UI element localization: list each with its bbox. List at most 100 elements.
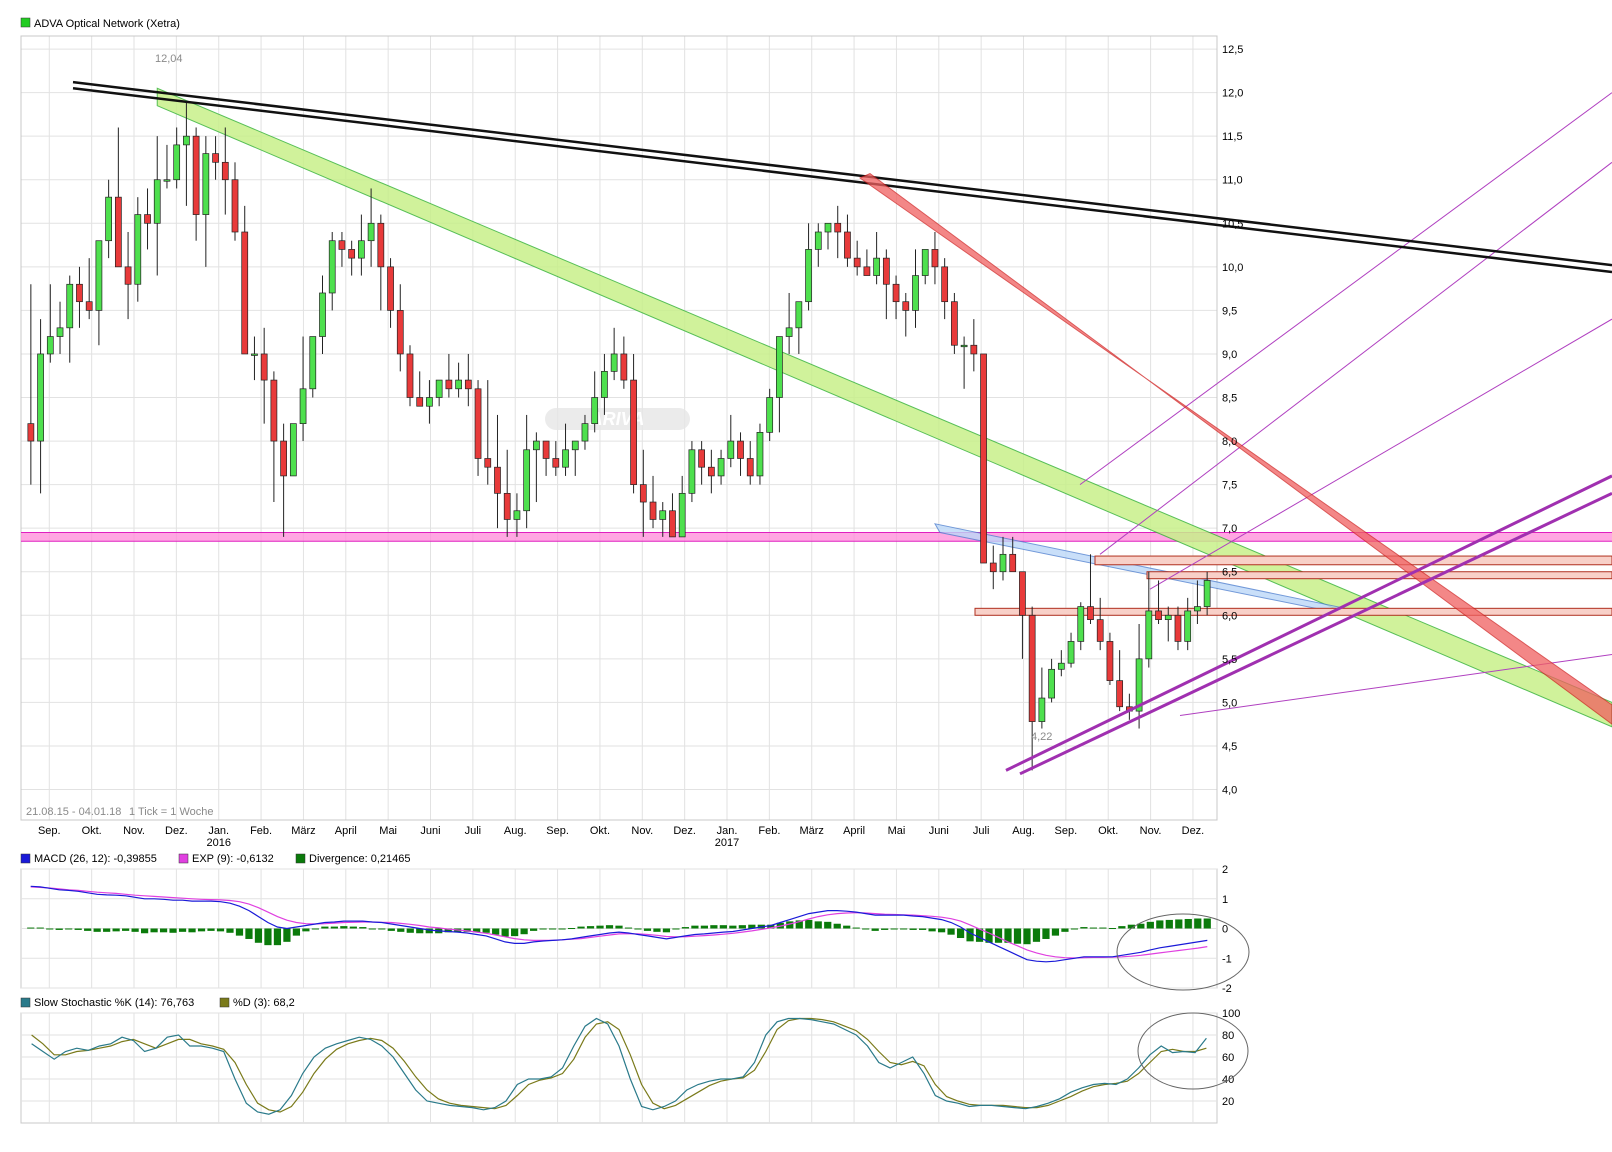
candle-body bbox=[639, 484, 647, 503]
divergence-bar bbox=[416, 928, 424, 934]
divergence-bar bbox=[74, 928, 82, 930]
candle-body bbox=[892, 283, 900, 303]
low-label: 4,22 bbox=[1031, 731, 1052, 743]
candle-body bbox=[134, 214, 142, 285]
stoch-k-line bbox=[31, 1017, 1207, 1115]
candle-body bbox=[533, 440, 540, 451]
candle-body bbox=[882, 257, 890, 285]
divergence-bar bbox=[65, 928, 73, 930]
candle-body bbox=[601, 371, 608, 398]
divergence-bar bbox=[359, 927, 367, 929]
ariva-watermark: ARIVA bbox=[545, 408, 690, 430]
month-tick-label: Okt. bbox=[82, 825, 102, 837]
divergence-bar bbox=[596, 925, 604, 929]
macd-tick-label: 0 bbox=[1222, 924, 1228, 936]
divergence-bar bbox=[937, 928, 946, 933]
candle-body bbox=[1194, 606, 1201, 612]
divergence-bar bbox=[1203, 918, 1211, 929]
divergence-bar bbox=[1099, 927, 1107, 929]
price-tick-label: 5,5 bbox=[1222, 654, 1237, 666]
stoch-tick-label: 60 bbox=[1222, 1052, 1234, 1064]
candle-body bbox=[785, 327, 793, 337]
candle-body bbox=[581, 423, 589, 442]
divergence-bar bbox=[966, 928, 974, 942]
candle-body bbox=[221, 161, 229, 181]
divergence-bar bbox=[719, 925, 727, 929]
purple-support-line bbox=[1005, 474, 1612, 772]
divergence-legend-label: Divergence: 0,21465 bbox=[309, 853, 411, 865]
candle-body bbox=[610, 353, 618, 372]
divergence-bar bbox=[112, 928, 120, 932]
divergence-bar bbox=[1194, 918, 1202, 929]
divergence-bar bbox=[207, 928, 215, 931]
black-resistance-line bbox=[72, 80, 1612, 267]
candle-body bbox=[698, 449, 705, 468]
divergence-bar bbox=[738, 925, 746, 929]
divergence-bar bbox=[511, 928, 519, 937]
year-tick-label: 2016 bbox=[206, 837, 230, 849]
month-tick-label: Mai bbox=[888, 825, 906, 837]
month-tick-label: März bbox=[291, 825, 315, 837]
macd-tick-label: -2 bbox=[1222, 983, 1232, 995]
divergence-bar bbox=[900, 928, 908, 930]
candle-body bbox=[192, 135, 200, 215]
candle-body bbox=[348, 249, 356, 259]
candle-body bbox=[756, 432, 764, 477]
divergence-bar bbox=[330, 926, 338, 929]
macd-legend-swatch bbox=[20, 853, 31, 864]
month-tick-label: Jan. bbox=[208, 825, 229, 837]
divergence-bar bbox=[1184, 918, 1192, 929]
price-tick-label: 8,0 bbox=[1222, 436, 1237, 448]
candle-body bbox=[591, 397, 599, 424]
divergence-bar bbox=[805, 919, 813, 929]
candle-body bbox=[328, 240, 336, 294]
divergence-bar bbox=[786, 921, 794, 929]
divergence-bar bbox=[444, 928, 452, 933]
price-tick-label: 7,0 bbox=[1222, 523, 1237, 535]
candle-body bbox=[989, 562, 997, 573]
candle-body bbox=[455, 379, 462, 390]
divergence-bar bbox=[226, 928, 234, 933]
price-tick-label: 5,0 bbox=[1222, 697, 1237, 709]
divergence-bar bbox=[1042, 928, 1050, 939]
candle-body bbox=[124, 266, 132, 285]
divergence-bar bbox=[292, 928, 301, 936]
divergence-bar bbox=[122, 928, 130, 931]
candle-body bbox=[542, 440, 550, 459]
candle-body bbox=[173, 144, 181, 181]
candle-body bbox=[338, 240, 346, 250]
month-tick-label: März bbox=[799, 825, 823, 837]
divergence-bar bbox=[729, 925, 737, 929]
candle-body bbox=[1155, 610, 1162, 620]
candle-body bbox=[445, 379, 453, 390]
candle-body bbox=[562, 449, 569, 468]
divergence-bar bbox=[634, 928, 642, 930]
price-tick-label: 9,5 bbox=[1222, 305, 1237, 317]
month-tick-label: Dez. bbox=[165, 825, 188, 837]
green-trend-channel bbox=[156, 87, 1612, 728]
purple-support-line bbox=[1019, 491, 1612, 776]
candle-body bbox=[1174, 614, 1182, 642]
divergence-bar bbox=[482, 928, 490, 933]
price-tick-label: 11,5 bbox=[1222, 131, 1243, 143]
divergence-bar bbox=[548, 928, 557, 930]
price-tick-label: 10,0 bbox=[1222, 262, 1243, 274]
divergence-bar bbox=[1051, 928, 1060, 936]
month-tick-label: Juni bbox=[929, 825, 949, 837]
month-tick-label: April bbox=[335, 825, 357, 837]
candle-body bbox=[746, 458, 754, 477]
candle-body bbox=[931, 249, 939, 268]
candle-body bbox=[1038, 697, 1046, 722]
candle-body bbox=[416, 397, 424, 407]
divergence-bar bbox=[890, 928, 898, 930]
divergence-bar bbox=[662, 928, 671, 933]
divergence-bar bbox=[235, 928, 244, 936]
candle-body bbox=[435, 379, 443, 398]
candle-body bbox=[552, 458, 560, 468]
candle-body bbox=[1096, 619, 1104, 642]
month-tick-label: Juli bbox=[973, 825, 990, 837]
divergence-bar bbox=[994, 928, 1003, 943]
